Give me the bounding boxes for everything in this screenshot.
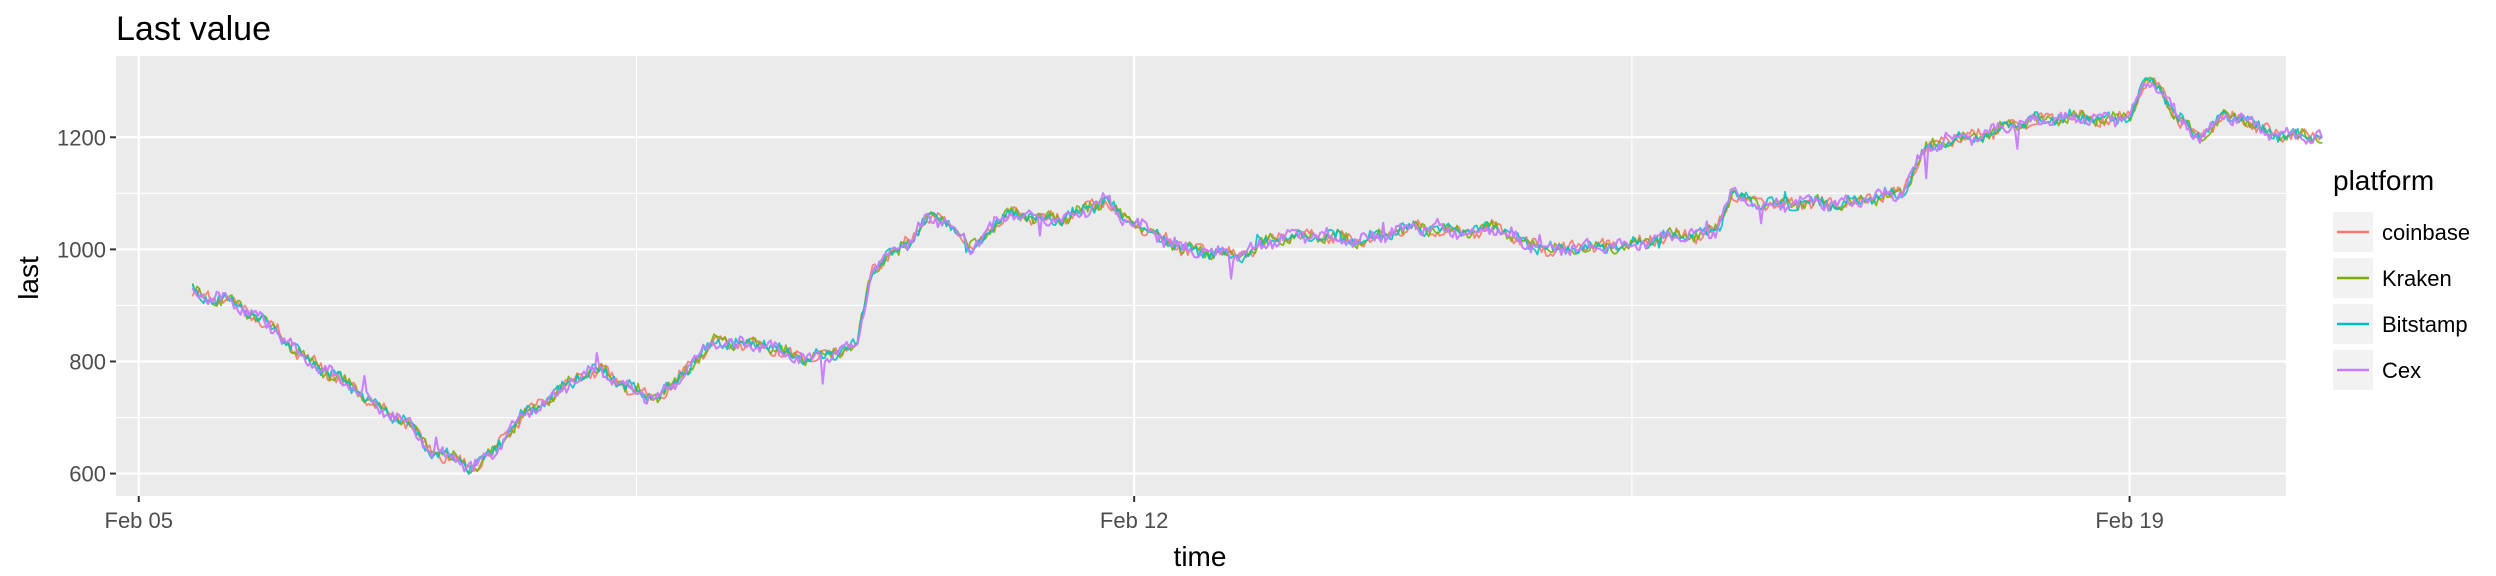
legend: platform coinbase Kraken Bitstamp Cex [2333, 165, 2470, 390]
series-line-cex [191, 81, 2323, 473]
legend-title: platform [2333, 165, 2434, 196]
x-tick-label: Feb 05 [105, 508, 174, 533]
legend-label-bitstamp: Bitstamp [2382, 312, 2468, 337]
legend-label-kraken: Kraken [2382, 266, 2452, 291]
y-axis-ticks: 600 800 1000 1200 [57, 125, 116, 487]
chart-title: Last value [116, 10, 271, 48]
plot-panel [116, 56, 2286, 496]
y-tick-label: 600 [69, 462, 106, 487]
y-tick-label: 800 [69, 349, 106, 374]
series-lines [191, 76, 2323, 475]
x-tick-label: Feb 19 [2095, 508, 2164, 533]
x-tick-label: Feb 12 [1100, 508, 1169, 533]
y-tick-label: 1000 [57, 237, 106, 262]
legend-label-cex: Cex [2382, 358, 2421, 383]
x-axis-title: time [1174, 541, 1227, 572]
x-axis-ticks: Feb 05 Feb 12 Feb 19 [105, 496, 2164, 533]
legend-label-coinbase: coinbase [2382, 220, 2470, 245]
y-axis-title: last [13, 256, 44, 300]
y-tick-label: 1200 [57, 125, 106, 150]
